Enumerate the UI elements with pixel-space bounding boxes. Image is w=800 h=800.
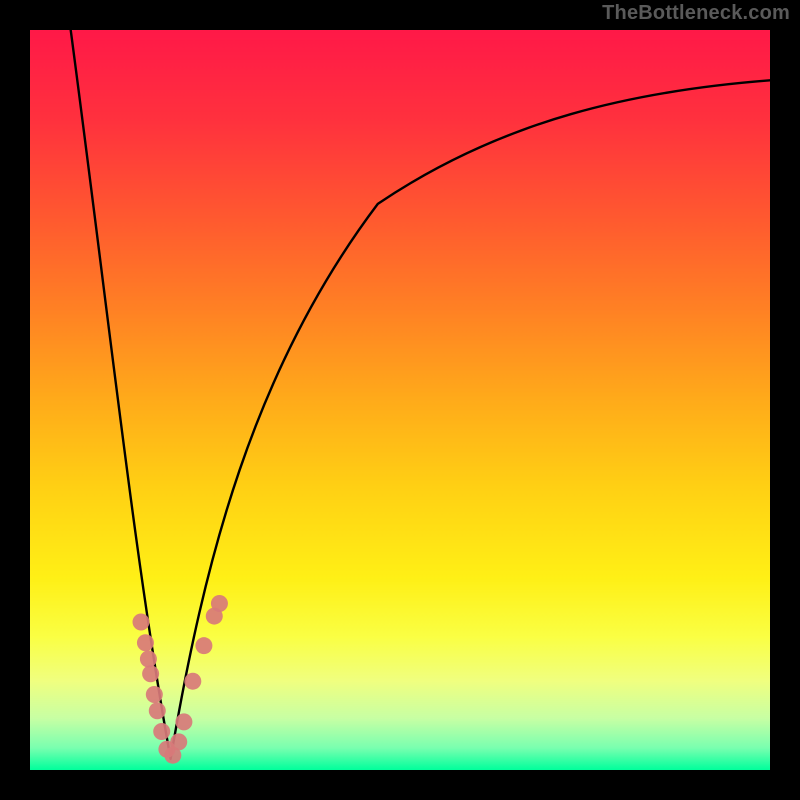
data-marker (142, 665, 159, 682)
data-marker (195, 637, 212, 654)
plot-area (30, 30, 770, 770)
data-marker (146, 686, 163, 703)
data-marker (140, 651, 157, 668)
data-marker (133, 614, 150, 631)
watermark-text: TheBottleneck.com (602, 2, 790, 25)
data-marker (170, 733, 187, 750)
data-marker (149, 702, 166, 719)
data-marker (175, 713, 192, 730)
data-marker (153, 723, 170, 740)
bottleneck-curve (71, 30, 770, 759)
curve-layer (30, 30, 770, 770)
data-marker (211, 595, 228, 612)
data-marker (137, 634, 154, 651)
data-marker (184, 673, 201, 690)
marker-group (133, 595, 228, 764)
figure-root: TheBottleneck.com (0, 0, 800, 800)
